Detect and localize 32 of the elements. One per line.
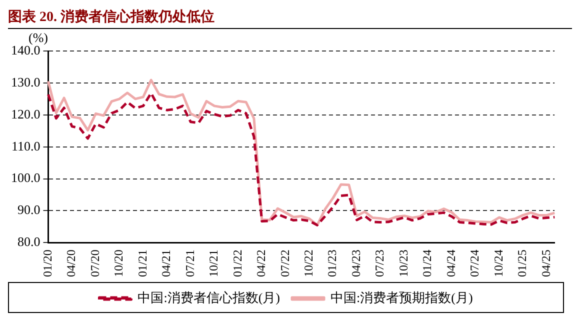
- y-tick-label: 100.0: [11, 170, 40, 186]
- x-tick-label: 01/25: [515, 250, 530, 278]
- x-tick-label: 10/20: [112, 250, 126, 278]
- y-tick-label: 90.0: [18, 202, 40, 218]
- chart-title: 图表 20. 消费者信心指数仍处低位: [8, 8, 572, 29]
- x-tick-label: 01/20: [40, 250, 54, 278]
- x-tick-label: 07/24: [468, 250, 482, 278]
- y-tick-label: 80.0: [18, 234, 40, 250]
- x-tick-label: 04/24: [444, 250, 458, 278]
- x-tick-label: 07/21: [182, 250, 197, 278]
- x-tick-label: 10/24: [491, 250, 506, 278]
- y-tick-label: 110.0: [11, 138, 40, 154]
- x-tick-label: 04/20: [64, 250, 78, 278]
- x-tick-label: 04/21: [159, 250, 174, 278]
- x-tick-label: 04/25: [538, 250, 553, 278]
- x-tick-label: 01/21: [135, 250, 150, 278]
- y-axis-title: (%): [28, 30, 48, 45]
- x-tick-label: 07/20: [88, 250, 102, 278]
- x-tick-label: 07/23: [372, 250, 387, 278]
- y-tick-label: 120.0: [11, 106, 40, 122]
- x-tick-label: 07/22: [278, 250, 292, 278]
- x-tick-label: 01/23: [325, 250, 340, 278]
- legend-label: 中国:消费者预期指数(月): [330, 290, 473, 305]
- x-tick-label: 01/22: [230, 250, 244, 278]
- x-tick-label: 04/22: [254, 250, 268, 278]
- x-tick-label: 04/23: [348, 250, 363, 278]
- legend-label: 中国:消费者信心指数(月): [138, 290, 280, 305]
- x-tick-label: 10/21: [206, 250, 221, 278]
- y-tick-label: 130.0: [11, 74, 40, 90]
- x-tick-label: 10/23: [396, 250, 410, 278]
- x-tick-label: 10/22: [301, 250, 316, 278]
- x-tick-label: 01/24: [420, 250, 434, 278]
